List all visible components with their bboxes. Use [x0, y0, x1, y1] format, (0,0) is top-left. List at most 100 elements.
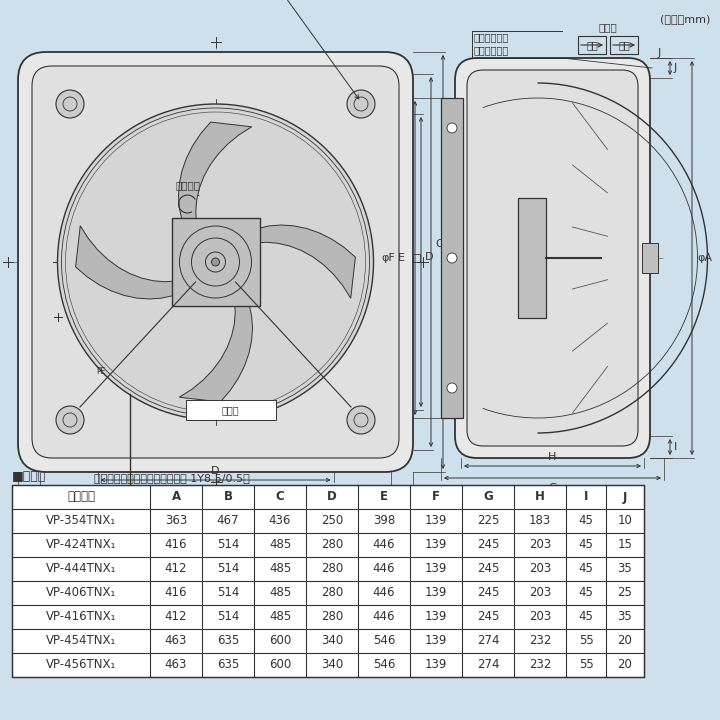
- Text: 463: 463: [165, 659, 187, 672]
- Text: 45: 45: [579, 539, 593, 552]
- Polygon shape: [76, 226, 202, 299]
- Text: 546: 546: [373, 634, 395, 647]
- Text: 45: 45: [579, 515, 593, 528]
- Bar: [171, 218, 259, 306]
- Polygon shape: [179, 276, 253, 402]
- Text: φF: φF: [382, 253, 395, 263]
- Text: 回転方向: 回転方向: [175, 180, 200, 190]
- Text: 139: 139: [425, 587, 447, 600]
- Text: 形　　名: 形 名: [67, 490, 95, 503]
- Text: B: B: [447, 227, 454, 237]
- Text: 274: 274: [477, 634, 499, 647]
- Circle shape: [58, 104, 374, 420]
- Text: 羽根先端位置: 羽根先端位置: [474, 45, 509, 55]
- Circle shape: [447, 123, 457, 133]
- Text: 203: 203: [529, 539, 551, 552]
- Text: C: C: [276, 490, 284, 503]
- Text: 銘　板: 銘 板: [222, 405, 239, 415]
- Circle shape: [212, 258, 220, 266]
- Text: 139: 139: [425, 562, 447, 575]
- Text: φA: φA: [697, 253, 712, 263]
- Text: 546: 546: [373, 659, 395, 672]
- Text: 45: 45: [579, 562, 593, 575]
- Text: 446: 446: [373, 562, 395, 575]
- Text: 250: 250: [321, 515, 343, 528]
- Text: 色調：ホワイト塔装（マンセル 1Y8.5/0.5）: 色調：ホワイト塔装（マンセル 1Y8.5/0.5）: [94, 473, 250, 483]
- Text: 203: 203: [529, 562, 551, 575]
- Text: 600: 600: [269, 659, 291, 672]
- Text: 280: 280: [321, 587, 343, 600]
- Text: B: B: [223, 490, 233, 503]
- Text: 給気: 給気: [586, 40, 598, 50]
- Text: 416: 416: [165, 539, 187, 552]
- Text: 35: 35: [618, 611, 632, 624]
- Text: 風方向: 風方向: [598, 22, 617, 32]
- Text: 363: 363: [165, 515, 187, 528]
- Circle shape: [56, 406, 84, 434]
- Circle shape: [447, 253, 457, 263]
- Text: 55: 55: [579, 659, 593, 672]
- Text: G: G: [548, 483, 557, 493]
- Text: D: D: [327, 490, 337, 503]
- Text: 280: 280: [321, 539, 343, 552]
- Text: 398: 398: [373, 515, 395, 528]
- Text: 232: 232: [528, 634, 552, 647]
- Text: 給気の場合の: 給気の場合の: [474, 32, 509, 42]
- Text: 446: 446: [373, 587, 395, 600]
- Text: F: F: [432, 490, 440, 503]
- Text: D: D: [425, 252, 433, 262]
- Polygon shape: [229, 225, 356, 298]
- Text: 245: 245: [477, 587, 499, 600]
- Text: 446: 446: [373, 539, 395, 552]
- Text: B: B: [212, 507, 220, 517]
- Text: PE: PE: [96, 367, 105, 377]
- Text: 514: 514: [217, 562, 239, 575]
- Text: 280: 280: [321, 611, 343, 624]
- Circle shape: [447, 383, 457, 393]
- Bar: [186, 400, 276, 420]
- Text: 485: 485: [269, 562, 291, 575]
- Circle shape: [347, 406, 375, 434]
- Text: H: H: [535, 490, 545, 503]
- Text: 514: 514: [217, 611, 239, 624]
- Text: 55: 55: [579, 634, 593, 647]
- Text: 20: 20: [618, 634, 632, 647]
- Text: 514: 514: [217, 587, 239, 600]
- Text: 139: 139: [425, 659, 447, 672]
- Text: I: I: [584, 490, 588, 503]
- Text: J: J: [623, 490, 627, 503]
- Text: 245: 245: [477, 562, 499, 575]
- Text: VP-424TNX₁: VP-424TNX₁: [46, 539, 116, 552]
- Text: 340: 340: [321, 659, 343, 672]
- Bar: [518, 198, 546, 318]
- Text: 45: 45: [579, 611, 593, 624]
- FancyBboxPatch shape: [467, 70, 638, 446]
- Polygon shape: [179, 122, 252, 248]
- Text: H: H: [549, 452, 557, 462]
- Text: 485: 485: [269, 611, 291, 624]
- FancyBboxPatch shape: [18, 52, 413, 472]
- Text: E: E: [398, 253, 405, 263]
- Text: J: J: [674, 63, 678, 73]
- Text: 635: 635: [217, 634, 239, 647]
- Text: A: A: [171, 490, 181, 503]
- Text: 635: 635: [217, 659, 239, 672]
- Circle shape: [56, 90, 84, 118]
- Bar: [112, 491, 122, 519]
- Text: ■寸法表: ■寸法表: [12, 470, 46, 483]
- Text: 446: 446: [373, 611, 395, 624]
- Bar: [610, 36, 638, 54]
- FancyBboxPatch shape: [455, 58, 650, 458]
- Text: D: D: [211, 466, 220, 476]
- Text: 280: 280: [321, 562, 343, 575]
- Text: 25: 25: [618, 587, 632, 600]
- Text: (単位：mm): (単位：mm): [660, 14, 710, 24]
- Text: 416: 416: [165, 587, 187, 600]
- Text: 436: 436: [269, 515, 291, 528]
- Text: VP-416TNX₁: VP-416TNX₁: [46, 611, 116, 624]
- Text: 排気: 排気: [618, 40, 630, 50]
- Text: 245: 245: [477, 611, 499, 624]
- Text: VP-354TNX₁: VP-354TNX₁: [46, 515, 116, 528]
- Text: VP-456TNX₁: VP-456TNX₁: [46, 659, 116, 672]
- Text: 232: 232: [528, 659, 552, 672]
